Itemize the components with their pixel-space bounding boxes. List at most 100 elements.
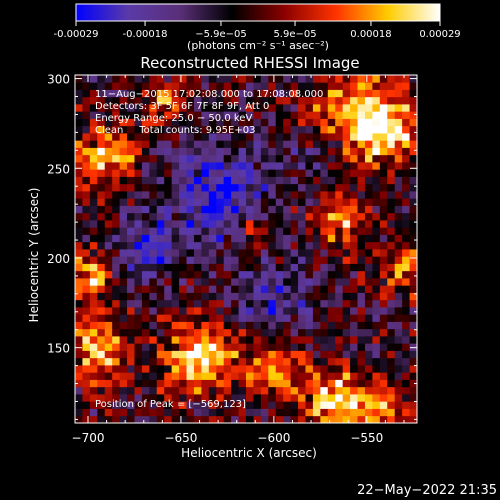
heatmap-cell <box>231 299 239 308</box>
heatmap-cell <box>193 176 202 185</box>
heatmap-cell <box>112 191 120 199</box>
heatmap-cell <box>357 408 366 417</box>
heatmap-cell <box>149 154 158 163</box>
heatmap-cell <box>201 205 210 214</box>
heatmap-cell <box>127 82 135 90</box>
heatmap-cell <box>409 89 418 98</box>
heatmap-cell <box>335 343 344 351</box>
heatmap-cell <box>327 270 336 279</box>
heatmap-cell <box>193 96 202 105</box>
heatmap-cell <box>327 415 336 424</box>
heatmap-cell <box>394 140 403 148</box>
heatmap-cell <box>372 263 381 272</box>
heatmap-cell <box>186 220 195 228</box>
heatmap-cell <box>186 169 195 177</box>
heatmap-cell <box>312 241 321 250</box>
heatmap-cell <box>179 183 187 192</box>
heatmap-cell <box>186 299 195 308</box>
heatmap-cell <box>179 191 187 199</box>
heatmap-cell <box>305 212 314 221</box>
heatmap-cell <box>283 183 291 192</box>
heatmap-cell <box>149 140 158 148</box>
heatmap-cell <box>216 154 225 163</box>
heatmap-cell <box>409 125 418 134</box>
heatmap-cell <box>387 372 396 380</box>
heatmap-cell <box>260 227 269 235</box>
heatmap-cell <box>298 212 306 221</box>
heatmap-cell <box>127 205 135 214</box>
heatmap-cell <box>350 249 358 257</box>
heatmap-cell <box>350 162 358 170</box>
heatmap-cell <box>260 133 269 141</box>
heatmap-cell <box>216 89 225 98</box>
heatmap-cell <box>186 350 195 359</box>
heatmap-cell <box>394 241 403 250</box>
heatmap-cell <box>171 212 180 221</box>
heatmap-cell <box>283 191 291 199</box>
heatmap-cell <box>327 394 336 402</box>
heatmap-cell <box>283 394 291 402</box>
heatmap-cell <box>119 314 128 322</box>
heatmap-cell <box>193 401 202 409</box>
heatmap-cell <box>402 314 410 322</box>
heatmap-cell <box>327 314 336 322</box>
heatmap-cell <box>246 176 254 185</box>
heatmap-cell <box>193 183 202 192</box>
heatmap-cell <box>409 285 418 293</box>
heatmap-cell <box>141 379 150 388</box>
heatmap-cell <box>409 133 418 141</box>
heatmap-cell <box>193 328 202 337</box>
heatmap-cell <box>350 82 358 90</box>
heatmap-cell <box>223 336 232 344</box>
heatmap-cell <box>112 96 120 105</box>
heatmap-cell <box>298 357 306 366</box>
heatmap-cell <box>387 285 396 293</box>
heatmap-cell <box>171 292 180 301</box>
heatmap-cell <box>112 299 120 308</box>
heatmap-cell <box>193 394 202 402</box>
heatmap-cell <box>119 292 128 301</box>
heatmap-cell <box>290 227 299 235</box>
heatmap-cell <box>179 75 187 83</box>
heatmap-cell <box>193 299 202 308</box>
heatmap-cell <box>97 401 106 409</box>
heatmap-cell <box>89 241 98 250</box>
heatmap-cell <box>141 314 150 322</box>
heatmap-cell <box>201 183 210 192</box>
heatmap-cell <box>82 343 91 351</box>
heatmap-cell <box>260 328 269 337</box>
heatmap-cell <box>312 263 321 272</box>
heatmap-cell <box>357 321 366 330</box>
heatmap-cell <box>290 357 299 366</box>
heatmap-cell <box>216 415 225 424</box>
heatmap-cell <box>327 278 336 286</box>
heatmap-cell <box>387 328 396 337</box>
heatmap-cell <box>305 75 314 83</box>
heatmap-cell <box>342 278 351 286</box>
heatmap-cell <box>350 328 358 337</box>
heatmap-cell <box>290 336 299 344</box>
heatmap-cell <box>298 350 306 359</box>
heatmap-cell <box>134 154 143 163</box>
heatmap-cell <box>387 343 396 351</box>
heatmap-cell <box>97 133 106 141</box>
heatmap-cell <box>223 133 232 141</box>
heatmap-cell <box>402 343 410 351</box>
heatmap-cell <box>379 372 388 380</box>
heatmap-cell <box>201 89 210 98</box>
heatmap-cell <box>312 386 321 395</box>
heatmap-cell <box>171 82 180 90</box>
heatmap-cell <box>402 256 410 264</box>
heatmap-cell <box>119 75 128 83</box>
heatmap-cell <box>283 82 291 90</box>
heatmap-cell <box>327 256 336 264</box>
heatmap-cell <box>394 321 403 330</box>
heatmap-cell <box>223 154 232 163</box>
heatmap-cell <box>238 89 247 98</box>
heatmap-cell <box>223 176 232 185</box>
heatmap-cell <box>171 241 180 250</box>
heatmap-cell <box>357 147 366 156</box>
heatmap-cell <box>134 104 143 112</box>
heatmap-cell <box>372 147 381 156</box>
heatmap-cell <box>253 328 262 337</box>
